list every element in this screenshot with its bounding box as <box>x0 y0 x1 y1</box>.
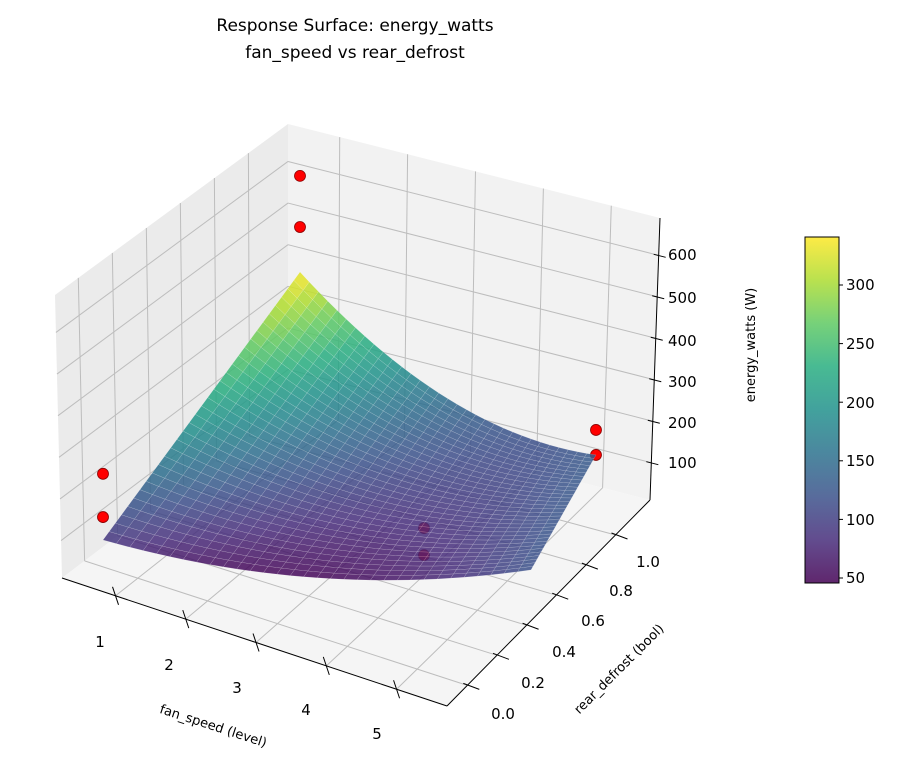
gridline <box>77 277 86 561</box>
gridline <box>287 160 659 256</box>
surface <box>102 271 597 581</box>
gridline <box>469 171 476 454</box>
data-point <box>590 424 602 436</box>
y-tick-mark <box>552 592 569 600</box>
y-tick-label: 0.2 <box>521 674 545 692</box>
x-tick-label: 5 <box>372 725 382 743</box>
surface-facet <box>564 486 579 492</box>
z-tick-mark <box>653 253 666 258</box>
surface-facet <box>575 467 589 474</box>
surface-facet <box>573 471 587 477</box>
surface-facet <box>558 497 573 502</box>
colorbar-tick-label: 50 <box>846 569 865 587</box>
x-axis-label: fan_speed (level) <box>158 702 269 751</box>
visible-points <box>97 169 602 480</box>
surface-facet <box>536 533 552 539</box>
gridline <box>145 227 152 511</box>
surface-facet <box>547 515 562 521</box>
gridline <box>58 285 289 458</box>
gridline <box>84 560 468 686</box>
surface-facet <box>556 501 571 506</box>
y-tick-mark <box>611 532 628 540</box>
colorbar-tick-label: 200 <box>846 394 875 412</box>
gridline <box>57 244 289 417</box>
surface-facet <box>543 522 558 528</box>
surface-facet <box>551 508 566 513</box>
left-pane <box>55 124 288 578</box>
z-tick-label: 300 <box>668 373 697 391</box>
surface-facet <box>517 565 534 573</box>
gridline <box>287 285 655 381</box>
z-axis-line <box>649 217 661 501</box>
data-point <box>294 221 306 233</box>
z-axis-label: energy_watts (W) <box>744 288 759 403</box>
data-point <box>97 511 109 523</box>
surface-facet <box>553 504 568 510</box>
x-axis-line <box>61 577 448 707</box>
z-tick-mark <box>647 419 660 424</box>
x-tick-mark <box>393 680 401 699</box>
colorbar-tick-label: 100 <box>846 511 875 529</box>
x-tick-mark <box>252 633 260 652</box>
z-tick-label: 500 <box>668 289 697 307</box>
chart-title: Response Surface: energy_watts <box>216 16 493 36</box>
surface-facet <box>562 490 577 495</box>
axis-lines <box>61 217 666 707</box>
colorbar-tick-label: 300 <box>846 276 875 294</box>
gridline <box>111 252 119 536</box>
x-tick-mark <box>112 586 119 605</box>
z-tick-mark <box>649 378 662 383</box>
data-point <box>97 467 109 480</box>
z-tick-labels: 100 200 300 400 500 600 <box>668 246 697 472</box>
gridline <box>55 161 289 333</box>
z-tick-label: 200 <box>668 414 697 432</box>
colorbar-tick-label: 250 <box>846 335 875 353</box>
y-tick-label: 0.6 <box>581 612 605 630</box>
z-tick-mark <box>652 295 665 300</box>
x-tick-label: 2 <box>164 656 174 674</box>
colorbar-tick-label: 150 <box>846 452 875 470</box>
y-axis-label: rear_defrost (bool) <box>572 622 668 718</box>
x-tick-label: 3 <box>232 679 242 697</box>
y-tick-labels: 0.0 0.2 0.4 0.6 0.8 1.0 <box>491 553 660 723</box>
gridline <box>602 205 612 488</box>
gridline <box>396 487 603 690</box>
x-tick-mark <box>182 609 190 629</box>
y-tick-label: 1.0 <box>636 553 660 571</box>
colorbar: 50 100 150 200 250 300 <box>804 236 875 587</box>
surface-facet <box>560 493 575 499</box>
x-tick-labels: 1 2 3 4 5 <box>95 633 382 743</box>
z-tick-label: 400 <box>668 332 697 350</box>
surface-facet <box>579 460 593 466</box>
chart-subtitle: fan_speed vs rear_defrost <box>245 43 465 63</box>
surface-facet <box>582 456 595 463</box>
y-tick-label: 0.8 <box>609 582 633 600</box>
x-tick-label: 1 <box>95 633 105 651</box>
gridline <box>56 202 289 375</box>
gridline <box>536 188 544 471</box>
surface-facet <box>549 512 564 517</box>
data-point <box>294 169 306 182</box>
y-tick-mark <box>492 652 510 660</box>
gridline <box>287 202 658 298</box>
surface-facet <box>569 479 583 484</box>
y-tick-mark <box>581 562 599 570</box>
y-tick-label: 0.4 <box>552 643 576 661</box>
z-tick-mark <box>646 461 659 466</box>
colorbar-gradient <box>804 236 840 584</box>
gridline <box>287 244 656 339</box>
x-tick-label: 4 <box>301 701 311 719</box>
y-tick-label: 0.0 <box>491 705 515 723</box>
z-tick-label: 600 <box>668 246 697 264</box>
y-tick-mark <box>463 682 480 690</box>
surface-facet <box>566 482 581 488</box>
z-tick-mark <box>650 336 663 341</box>
x-tick-mark <box>322 656 330 676</box>
z-tick-label: 100 <box>668 454 697 472</box>
y-tick-mark <box>522 622 539 630</box>
